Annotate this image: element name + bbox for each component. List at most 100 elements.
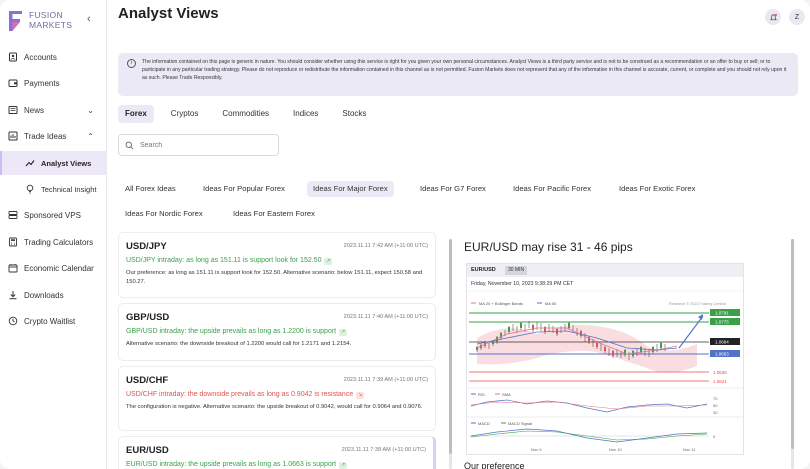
sidebar-item-trading-calculators[interactable]: Trading Calculators [0, 232, 106, 252]
detail-title: EUR/USD may rise 31 - 46 pips [464, 240, 633, 254]
tab-pacific-forex[interactable]: Ideas For Pacific Forex [513, 184, 592, 193]
tab-cryptos[interactable]: Cryptos [170, 109, 199, 118]
price-label-5: 1.0636 [713, 370, 727, 375]
idea-headline: USD/JPY intraday: as long as 151.11 is s… [126, 257, 428, 265]
legend-ma20-label: MA 20 + Bollinger Bands [479, 301, 523, 306]
chart-header: EUR/USD 30 MIN [467, 264, 743, 277]
target-arrow [678, 315, 704, 349]
sidebar-item-technical-insight[interactable]: Technical Insight [0, 177, 106, 201]
macd-signal-line [470, 430, 708, 441]
search-input[interactable] [140, 141, 270, 149]
fusion-markets-logo[interactable]: FUSION MARKETS [8, 9, 88, 33]
download-icon [9, 291, 17, 300]
trend-icon [25, 160, 35, 167]
sidebar: FUSION MARKETS ‹ Accounts Payments News … [0, 0, 107, 469]
ideas-scrollbar[interactable] [449, 239, 452, 469]
x-tick-3: Nov 11 [683, 447, 696, 452]
market-tabs: Forex Cryptos Commodities Indices Stocks [118, 105, 383, 123]
tab-eastern-forex[interactable]: Ideas For Eastern Forex [233, 209, 315, 218]
tab-stocks[interactable]: Stocks [342, 109, 367, 118]
idea-card[interactable]: GBP/USD 2023.11.11 7:40 AM (+11:00 UTC) … [118, 303, 436, 361]
macd-signal-label: MACD Signal [508, 421, 532, 426]
trend-up-icon: ↗ [324, 258, 333, 265]
idea-date: 2023.11.11 7:40 AM (+11:00 UTC) [343, 314, 428, 320]
svg-text:1.0684: 1.0684 [715, 340, 729, 345]
sidebar-item-label: Sponsored VPS [24, 210, 81, 220]
sidebar-item-crypto-waitlist[interactable]: Crypto Waitlist [0, 311, 106, 331]
user-avatar[interactable]: Z [789, 9, 805, 25]
idea-body: The configuration is negative. Alternati… [126, 404, 423, 410]
macd-label: MACD [478, 421, 490, 426]
x-tick-2: Nov 10 [609, 447, 622, 452]
price-label-4 [710, 350, 740, 357]
trend-down-icon: ↘ [356, 392, 365, 399]
chart-copyright: Research © 2023 Trading Central [669, 302, 726, 306]
idea-card[interactable]: EUR/USD 2023.11.11 7:38 AM (+11:00 UTC) … [118, 436, 436, 469]
notification-icon[interactable] [765, 9, 781, 25]
analysis-chart: EUR/USD 30 MIN Friday, November 10, 2023… [466, 263, 744, 455]
tab-all-forex-ideas[interactable]: All Forex Ideas [125, 184, 176, 193]
idea-headline-text: USD/JPY intraday: as long as 151.11 is s… [126, 257, 322, 264]
newspaper-icon [8, 106, 18, 114]
sidebar-item-news[interactable]: News ⌄ [0, 100, 106, 120]
sidebar-item-economic-calendar[interactable]: Economic Calendar [0, 258, 106, 278]
svg-text:1.0775: 1.0775 [715, 320, 729, 325]
preference-heading: Our preference [464, 461, 525, 469]
bollinger-band [477, 325, 697, 373]
tab-nordic-forex[interactable]: Ideas For Nordic Forex [125, 209, 203, 218]
rsi-line [470, 399, 708, 413]
page-title: Analyst Views [118, 5, 219, 22]
idea-card[interactable]: USD/CHF 2023.11.11 7:39 AM (+11:00 UTC) … [118, 366, 436, 431]
idea-card[interactable]: USD/JPY 2023.11.11 7:42 AM (+11:00 UTC) … [118, 232, 436, 298]
idea-headline-text: USD/CHF intraday: the downside prevails … [126, 391, 354, 398]
sidebar-item-label: Crypto Waitlist [24, 316, 76, 326]
sidebar-item-downloads[interactable]: Downloads [0, 285, 106, 305]
sidebar-item-payments[interactable]: Payments [0, 73, 106, 93]
svg-text:70: 70 [713, 396, 718, 401]
clock-icon [8, 316, 18, 326]
idea-headline: GBP/USD intraday: the upside prevails as… [126, 328, 428, 336]
collapse-sidebar-button[interactable]: ‹ [87, 13, 91, 25]
logo-mark-icon [9, 11, 22, 31]
search-box[interactable] [118, 134, 279, 156]
rsi-ma-line [470, 401, 708, 410]
tab-popular-forex[interactable]: Ideas For Popular Forex [203, 184, 285, 193]
chart-date: Friday, November 10, 2023 9:38:29 PM CET [471, 281, 574, 287]
chevron-down-icon[interactable]: ⌄ [87, 105, 94, 115]
disclaimer-banner: i The information contained on this page… [118, 53, 798, 96]
sidebar-item-label: Economic Calendar [24, 263, 94, 273]
detail-scrollbar[interactable] [791, 239, 794, 469]
ideas-list: USD/JPY 2023.11.11 7:42 AM (+11:00 UTC) … [118, 232, 438, 469]
brand-line-2: MARKETS [29, 20, 73, 30]
chart-timeframe: 30 MIN [505, 266, 528, 275]
scrollbar-thumb[interactable] [791, 239, 794, 449]
tab-major-forex[interactable]: Ideas For Major Forex [307, 181, 394, 197]
server-icon [8, 211, 18, 219]
search-icon [125, 141, 134, 149]
sidebar-item-label: Downloads [24, 290, 64, 300]
sidebar-item-trade-ideas[interactable]: Trade Ideas ⌃ [0, 126, 106, 146]
user-icon [9, 52, 17, 62]
calculator-icon [9, 237, 17, 247]
idea-date: 2023.11.11 7:38 AM (+11:00 UTC) [341, 447, 426, 453]
tab-indices[interactable]: Indices [293, 109, 319, 118]
sidebar-item-label: Trading Calculators [24, 237, 94, 247]
sidebar-item-analyst-views[interactable]: Analyst Views [0, 151, 106, 175]
scrollbar-thumb[interactable] [449, 239, 452, 454]
sidebar-item-accounts[interactable]: Accounts [0, 47, 106, 67]
sidebar-item-label: Trade Ideas [24, 131, 67, 141]
tab-forex[interactable]: Forex [118, 105, 154, 123]
sidebar-item-sponsored-vps[interactable]: Sponsored VPS [0, 205, 106, 225]
ma20-line [476, 327, 678, 355]
tab-exotic-forex[interactable]: Ideas For Exotic Forex [619, 184, 696, 193]
bulb-icon [26, 184, 34, 194]
idea-pair: USD/JPY [126, 241, 167, 252]
idea-pair: USD/CHF [126, 375, 169, 386]
chevron-up-icon[interactable]: ⌃ [87, 131, 94, 141]
idea-pair: EUR/USD [126, 445, 169, 456]
tab-commodities[interactable]: Commodities [222, 109, 270, 118]
idea-headline-text: GBP/USD intraday: the upside prevails as… [126, 328, 337, 335]
bell-icon [769, 13, 777, 20]
tab-g7-forex[interactable]: Ideas For G7 Forex [420, 184, 486, 193]
